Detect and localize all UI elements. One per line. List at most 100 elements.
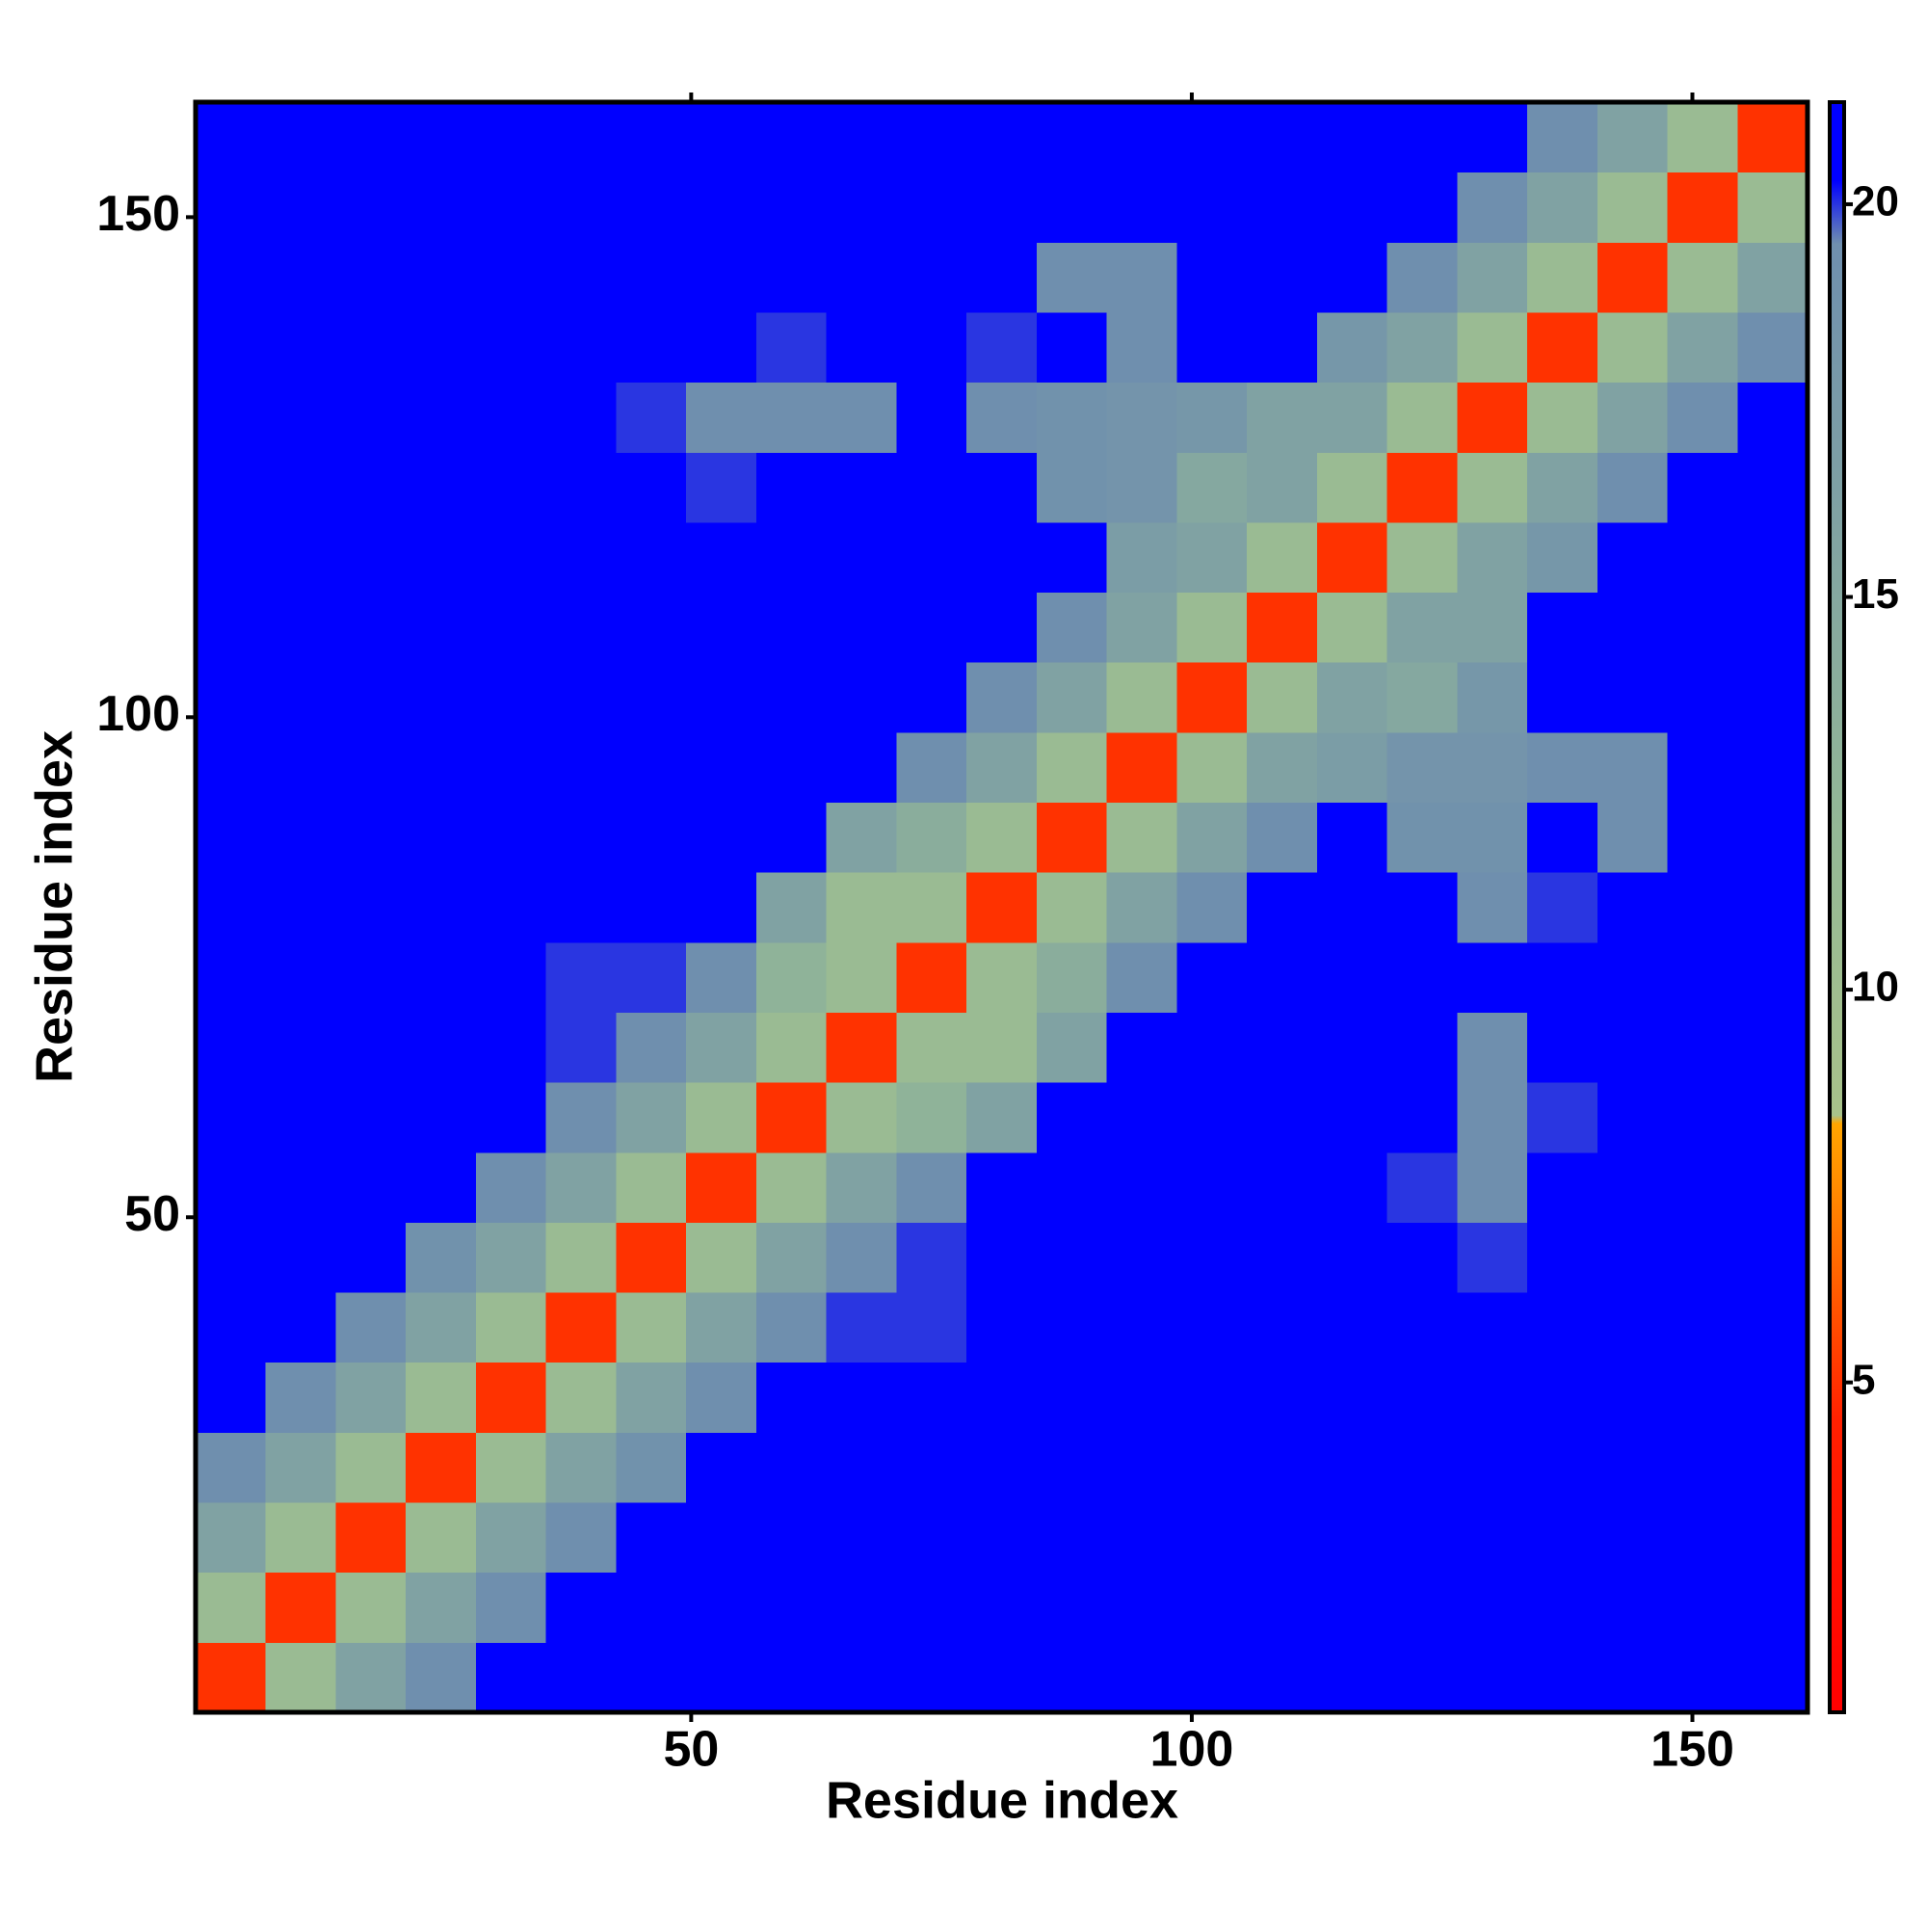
- heatmap-cell: [335, 452, 407, 523]
- heatmap-cell: [265, 941, 336, 1013]
- heatmap-cell: [475, 1642, 547, 1713]
- heatmap-cell: [406, 1502, 477, 1574]
- heatmap-cell: [1247, 1292, 1318, 1363]
- heatmap-cell: [966, 242, 1038, 313]
- colorbar-tick-label: 20: [1852, 178, 1899, 225]
- heatmap-cell: [1386, 662, 1458, 733]
- heatmap-cell: [616, 1292, 687, 1363]
- heatmap-cell: [1106, 941, 1177, 1013]
- heatmap-cell: [475, 1502, 547, 1574]
- heatmap-cell: [1457, 1151, 1528, 1223]
- heatmap-cell: [1316, 521, 1388, 594]
- heatmap-cell: [686, 1572, 757, 1643]
- heatmap-cell: [196, 1642, 267, 1713]
- heatmap-cell: [265, 242, 336, 313]
- heatmap-cell: [335, 102, 407, 173]
- heatmap-cell: [616, 1502, 687, 1574]
- heatmap-cell: [1247, 521, 1318, 594]
- heatmap-cell: [406, 872, 477, 943]
- heatmap-cell: [1386, 1642, 1458, 1713]
- heatmap-cell: [826, 662, 897, 733]
- heatmap-cell: [1737, 872, 1808, 943]
- heatmap-cell: [1667, 1572, 1738, 1643]
- heatmap-cell: [265, 662, 336, 733]
- heatmap-cell: [1737, 1502, 1808, 1574]
- heatmap-cell: [826, 172, 897, 243]
- heatmap-cell: [896, 1012, 967, 1083]
- heatmap-cell: [966, 102, 1038, 173]
- heatmap-cell: [826, 872, 897, 943]
- colorbar-tick-label: 5: [1852, 1356, 1875, 1403]
- heatmap-cell: [1247, 1572, 1318, 1643]
- heatmap-cell: [406, 1151, 477, 1223]
- heatmap-cell: [1036, 941, 1108, 1013]
- heatmap-cell: [1737, 1572, 1808, 1643]
- colorbar-frame: [1828, 100, 1846, 1714]
- heatmap-cell: [1316, 242, 1388, 313]
- heatmap-cell: [1667, 452, 1738, 523]
- heatmap-cell: [686, 1642, 757, 1713]
- heatmap-cell: [896, 592, 967, 663]
- heatmap-cell: [475, 102, 547, 173]
- heatmap-cell: [755, 242, 828, 313]
- heatmap-cell: [1386, 1572, 1458, 1643]
- heatmap-cell: [1597, 521, 1669, 594]
- heatmap-cell: [1667, 172, 1738, 243]
- heatmap-cell: [1737, 382, 1808, 453]
- heatmap-cell: [755, 1502, 828, 1574]
- heatmap-cell: [896, 382, 967, 453]
- heatmap-cell: [475, 802, 547, 873]
- heatmap-cell: [1316, 1292, 1388, 1363]
- heatmap-cell: [1316, 172, 1388, 243]
- heatmap-cell: [335, 172, 407, 243]
- heatmap-cell: [896, 1082, 967, 1153]
- heatmap-cell: [896, 1502, 967, 1574]
- heatmap-cell: [1247, 452, 1318, 523]
- heatmap-cell: [1457, 592, 1528, 663]
- axes: 50 100 150 50 100 150 5 10 15 20: [96, 93, 1899, 1778]
- heatmap-cell: [1597, 452, 1669, 523]
- heatmap-cell: [1106, 1012, 1177, 1083]
- heatmap-cells: [196, 102, 1808, 1713]
- heatmap-cell: [826, 1292, 897, 1363]
- heatmap-cell: [1457, 242, 1528, 313]
- heatmap-cell: [1176, 872, 1248, 943]
- heatmap-cell: [1457, 172, 1528, 243]
- heatmap-cell: [826, 521, 897, 594]
- heatmap-cell: [196, 382, 267, 453]
- heatmap-cell: [1457, 1222, 1528, 1293]
- heatmap-cell: [1247, 1222, 1318, 1293]
- heatmap-cell: [1247, 872, 1318, 943]
- heatmap-cell: [966, 1572, 1038, 1643]
- heatmap-cell: [1316, 1642, 1388, 1713]
- heatmap-cell: [475, 941, 547, 1013]
- heatmap-cell: [1247, 1362, 1318, 1433]
- heatmap-cell: [755, 521, 828, 594]
- heatmap-cell: [1527, 1432, 1598, 1503]
- heatmap-cell: [1176, 1362, 1248, 1433]
- heatmap-cell: [265, 1012, 336, 1083]
- heatmap-cell: [475, 521, 547, 594]
- heatmap-cell: [545, 1292, 617, 1363]
- heatmap-cell: [265, 1292, 336, 1363]
- heatmap-cell: [1457, 662, 1528, 733]
- heatmap-cell: [1597, 1572, 1669, 1643]
- heatmap-cell: [335, 1082, 407, 1153]
- heatmap-cell: [475, 1082, 547, 1153]
- heatmap-cell: [1106, 872, 1177, 943]
- heatmap-cell: [196, 1572, 267, 1643]
- heatmap-cell: [265, 802, 336, 873]
- heatmap-cell: [1737, 311, 1808, 384]
- heatmap-cell: [475, 382, 547, 453]
- heatmap-cell: [406, 1362, 477, 1433]
- heatmap-cell: [1316, 1222, 1388, 1293]
- heatmap-cell: [966, 1292, 1038, 1363]
- heatmap-cell: [545, 452, 617, 523]
- heatmap-cell: [966, 662, 1038, 733]
- heatmap-cell: [755, 731, 828, 804]
- heatmap-cell: [1527, 382, 1598, 453]
- heatmap-cell: [1386, 172, 1458, 243]
- heatmap-cell: [1737, 1151, 1808, 1223]
- heatmap-cell: [335, 1502, 407, 1574]
- heatmap-cell: [1106, 1572, 1177, 1643]
